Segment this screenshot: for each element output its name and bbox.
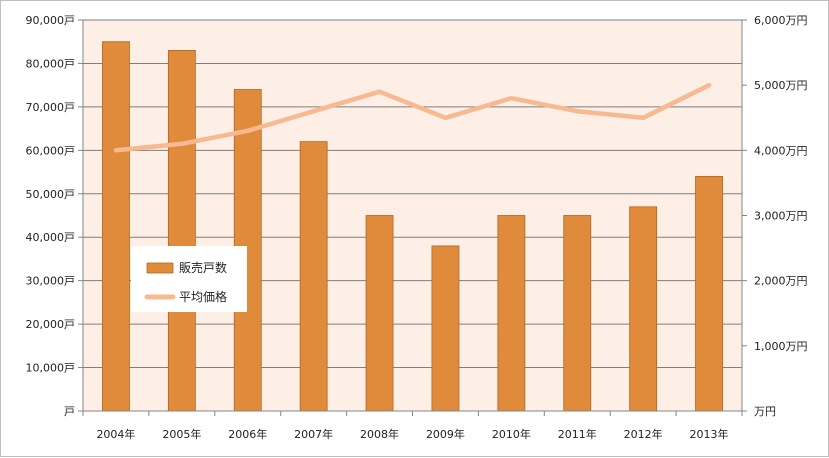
left-tick-label: 80,000戸 <box>26 57 76 70</box>
left-axis-ticks: 戸 10,000戸 20,000戸 30,000戸 40,000戸 50,000戸 60,0… <box>26 14 76 418</box>
left-tick-label: 戸 <box>64 405 75 418</box>
bar <box>497 215 526 412</box>
bar-series <box>102 41 723 412</box>
axes <box>78 19 747 416</box>
bar <box>102 41 130 412</box>
x-tick-label: 2011年 <box>558 427 597 441</box>
right-tick-label: 6,000万円 <box>754 14 808 27</box>
right-tick-label: 2,000万円 <box>754 275 808 288</box>
left-tick-label: 60,000戸 <box>26 144 76 157</box>
left-tick-label: 40,000戸 <box>26 231 76 244</box>
right-tick-label: 万円 <box>754 405 776 418</box>
right-tick-label: 3,000万円 <box>754 210 808 223</box>
line-series <box>113 82 712 153</box>
left-tick-label: 10,000戸 <box>26 362 76 375</box>
legend: 販売戸数 平均価格 <box>131 246 247 312</box>
left-tick-label: 50,000戸 <box>26 188 76 201</box>
bar <box>167 50 196 412</box>
x-tick-label: 2007年 <box>294 427 333 441</box>
legend-bar-swatch <box>146 262 174 274</box>
bar <box>431 245 460 412</box>
x-tick-label: 2005年 <box>162 427 201 441</box>
x-tick-label: 2006年 <box>228 427 267 441</box>
x-tick-label: 2013年 <box>690 427 729 441</box>
right-axis-ticks: 万円 1,000万円 2,000万円 3,000万円 4,000万円 5,000万円 6,0… <box>754 14 808 418</box>
legend-box <box>131 246 247 312</box>
x-tick-label: 2010年 <box>492 427 531 441</box>
bar <box>563 215 592 412</box>
left-tick-label: 70,000戸 <box>26 101 76 114</box>
left-tick-label: 90,000戸 <box>26 14 76 27</box>
x-axis-ticks: 2004年 2005年 2006年 2007年 2008年 2009年 2010年 2011年… <box>96 427 728 441</box>
x-tick-label: 2004年 <box>96 427 135 441</box>
left-tick-label: 20,000戸 <box>26 318 76 331</box>
right-tick-label: 4,000万円 <box>754 144 808 157</box>
legend-label-bars: 販売戸数 <box>179 260 227 275</box>
line-average-price <box>113 82 712 153</box>
x-tick-label: 2008年 <box>360 427 399 441</box>
left-tick-label: 30,000戸 <box>26 275 76 288</box>
x-tick-label: 2009年 <box>426 427 465 441</box>
bar <box>695 175 723 412</box>
right-tick-label: 5,000万円 <box>754 79 808 92</box>
bar <box>299 141 328 412</box>
legend-label-line: 平均価格 <box>179 289 227 304</box>
x-tick-label: 2012年 <box>624 427 663 441</box>
bar <box>629 206 658 412</box>
bar <box>365 215 394 412</box>
right-tick-label: 1,000万円 <box>754 340 808 353</box>
